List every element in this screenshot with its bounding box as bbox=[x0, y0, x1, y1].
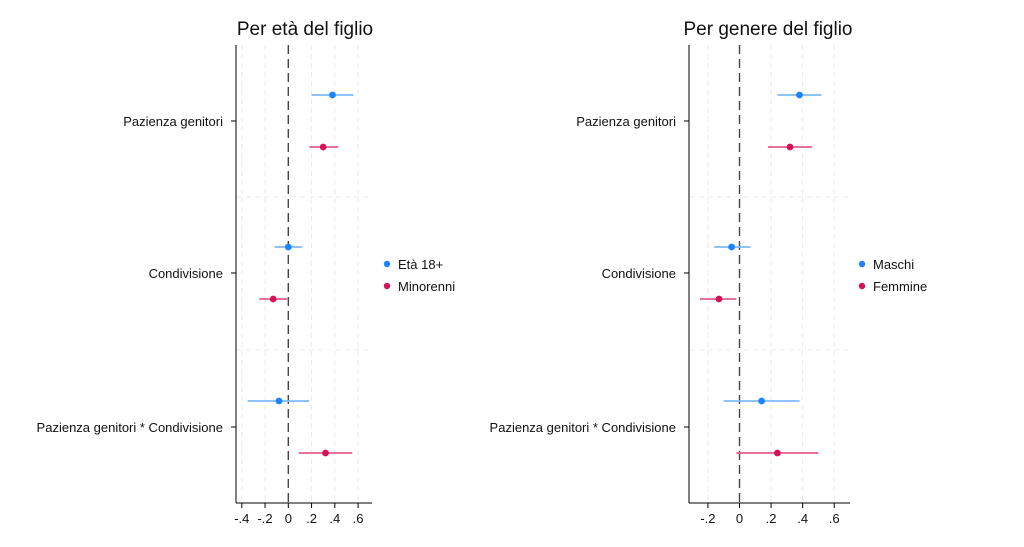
category-label: Pazienza genitori bbox=[576, 114, 676, 129]
x-tick-label: .2 bbox=[306, 511, 317, 526]
legend-label: Maschi bbox=[873, 257, 914, 272]
point-estimate bbox=[275, 397, 283, 405]
series-2 bbox=[259, 143, 353, 457]
x-tick-label: 0 bbox=[736, 511, 743, 526]
chart-panel-2: Per genere del figlio -.2 0 .2 .4 .6 Pazienza … bbox=[490, 19, 928, 526]
legend-label: Minorenni bbox=[398, 279, 455, 294]
point-estimate bbox=[796, 91, 803, 99]
x-tick-label: 0 bbox=[285, 511, 292, 526]
point-estimate bbox=[319, 143, 327, 151]
chart-title: Per genere del figlio bbox=[684, 19, 853, 40]
legend-marker bbox=[858, 260, 866, 268]
series-1 bbox=[247, 91, 354, 405]
category-label: Pazienza genitori * Condivisione bbox=[37, 420, 223, 435]
point-estimate bbox=[329, 91, 336, 99]
category-label: Condivisione bbox=[602, 266, 676, 281]
legend-marker bbox=[383, 282, 391, 290]
legend-marker bbox=[383, 260, 391, 268]
point-estimate bbox=[728, 243, 736, 251]
x-tick-label: .4 bbox=[329, 511, 340, 526]
category-label: Condivisione bbox=[149, 266, 223, 281]
chart-panel-1: Per età del figlio -.4 -.2 0 .2 .4 .6 Pazienza … bbox=[37, 19, 456, 526]
x-tick-label: .6 bbox=[829, 511, 840, 526]
x-tick-label: -.2 bbox=[257, 511, 272, 526]
point-estimate bbox=[758, 397, 766, 405]
series-2 bbox=[700, 143, 819, 457]
category-label: Pazienza genitori * Condivisione bbox=[490, 420, 676, 435]
x-tick-label: .4 bbox=[797, 511, 808, 526]
point-estimate bbox=[786, 143, 794, 151]
x-tick-label: -.2 bbox=[700, 511, 715, 526]
legend-label: Femmine bbox=[873, 279, 927, 294]
chart-title: Per età del figlio bbox=[237, 19, 373, 40]
legend-marker bbox=[858, 282, 866, 290]
legend-label: Età 18+ bbox=[398, 257, 443, 272]
series-1 bbox=[714, 91, 822, 405]
x-tick-label: .2 bbox=[766, 511, 777, 526]
legend: Maschi Femmine bbox=[858, 257, 927, 294]
point-estimate bbox=[715, 295, 723, 303]
point-estimate bbox=[773, 449, 781, 457]
x-tick-label: -.4 bbox=[234, 511, 249, 526]
category-label: Pazienza genitori bbox=[123, 114, 223, 129]
x-tick-label: .6 bbox=[353, 511, 364, 526]
legend: Età 18+ Minorenni bbox=[383, 257, 455, 294]
point-estimate bbox=[284, 243, 292, 251]
point-estimate bbox=[322, 449, 329, 457]
point-estimate bbox=[269, 295, 277, 303]
